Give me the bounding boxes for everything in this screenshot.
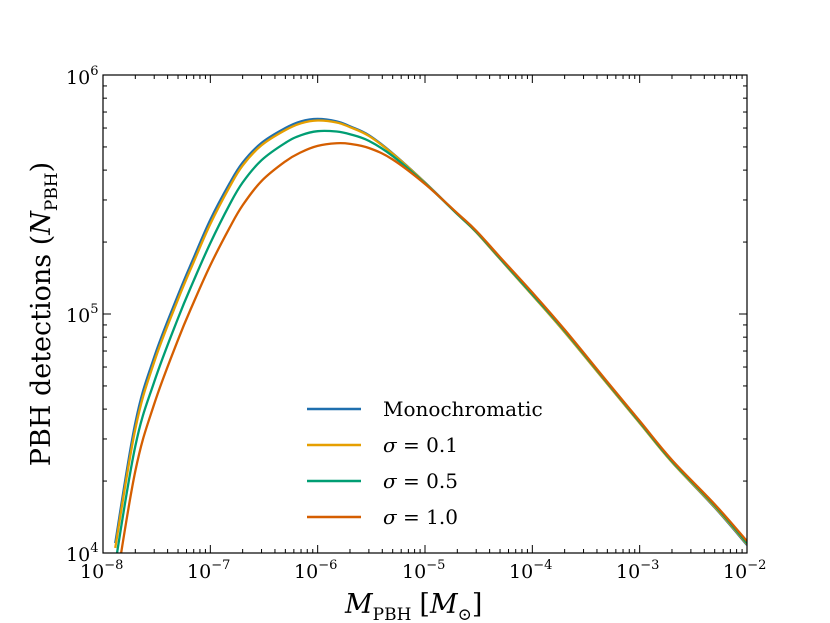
x-tick-label-1e-8: 10−8 [80, 558, 123, 583]
plot-frame [102, 74, 748, 554]
y-axis-title: PBH detections (NPBH) [26, 162, 62, 466]
series-lines [114, 117, 747, 553]
x-tick-label-1e-6: 10−6 [294, 558, 337, 583]
x-tick-label-1e-4: 10−4 [509, 558, 552, 583]
x-tick-label-1e-5: 10−5 [402, 558, 445, 583]
series-line-sigma-1.0 [119, 141, 747, 553]
tick-marks [102, 74, 748, 554]
y-tick-label-1e4: 104 [66, 541, 98, 566]
y-tick-label-1e6: 106 [66, 64, 98, 89]
legend-label-sigma-0.5: σ = 0.5 [383, 469, 458, 493]
legend-entry-sigma-0.1: σ = 0.1 [307, 433, 458, 457]
y-tick-label-1e5: 105 [66, 302, 98, 327]
legend-entry-monochromatic: Monochromatic [307, 397, 543, 421]
legend-label-sigma-0.1: σ = 0.1 [383, 433, 458, 457]
x-tick-label-1e-3: 10−3 [616, 558, 659, 583]
series-line-sigma-0.5 [115, 129, 747, 553]
legend-label-monochromatic: Monochromatic [383, 397, 543, 421]
y-tick-labels: 106 105 104 [66, 64, 98, 566]
legend-label-sigma-1.0: σ = 1.0 [383, 505, 458, 529]
legend: Monochromatic σ = 0.1 σ = 0.5 σ = 1.0 [307, 397, 543, 529]
legend-entry-sigma-1.0: σ = 1.0 [307, 505, 458, 529]
x-tick-label-1e-7: 10−7 [187, 558, 230, 583]
x-axis-title: MPBH [M⊙] [344, 589, 482, 623]
x-tick-labels: 10−8 10−7 10−6 10−5 10−4 10−3 10−2 [80, 558, 766, 583]
x-tick-label-1e-2: 10−2 [723, 558, 766, 583]
legend-entry-sigma-0.5: σ = 0.5 [307, 469, 458, 493]
